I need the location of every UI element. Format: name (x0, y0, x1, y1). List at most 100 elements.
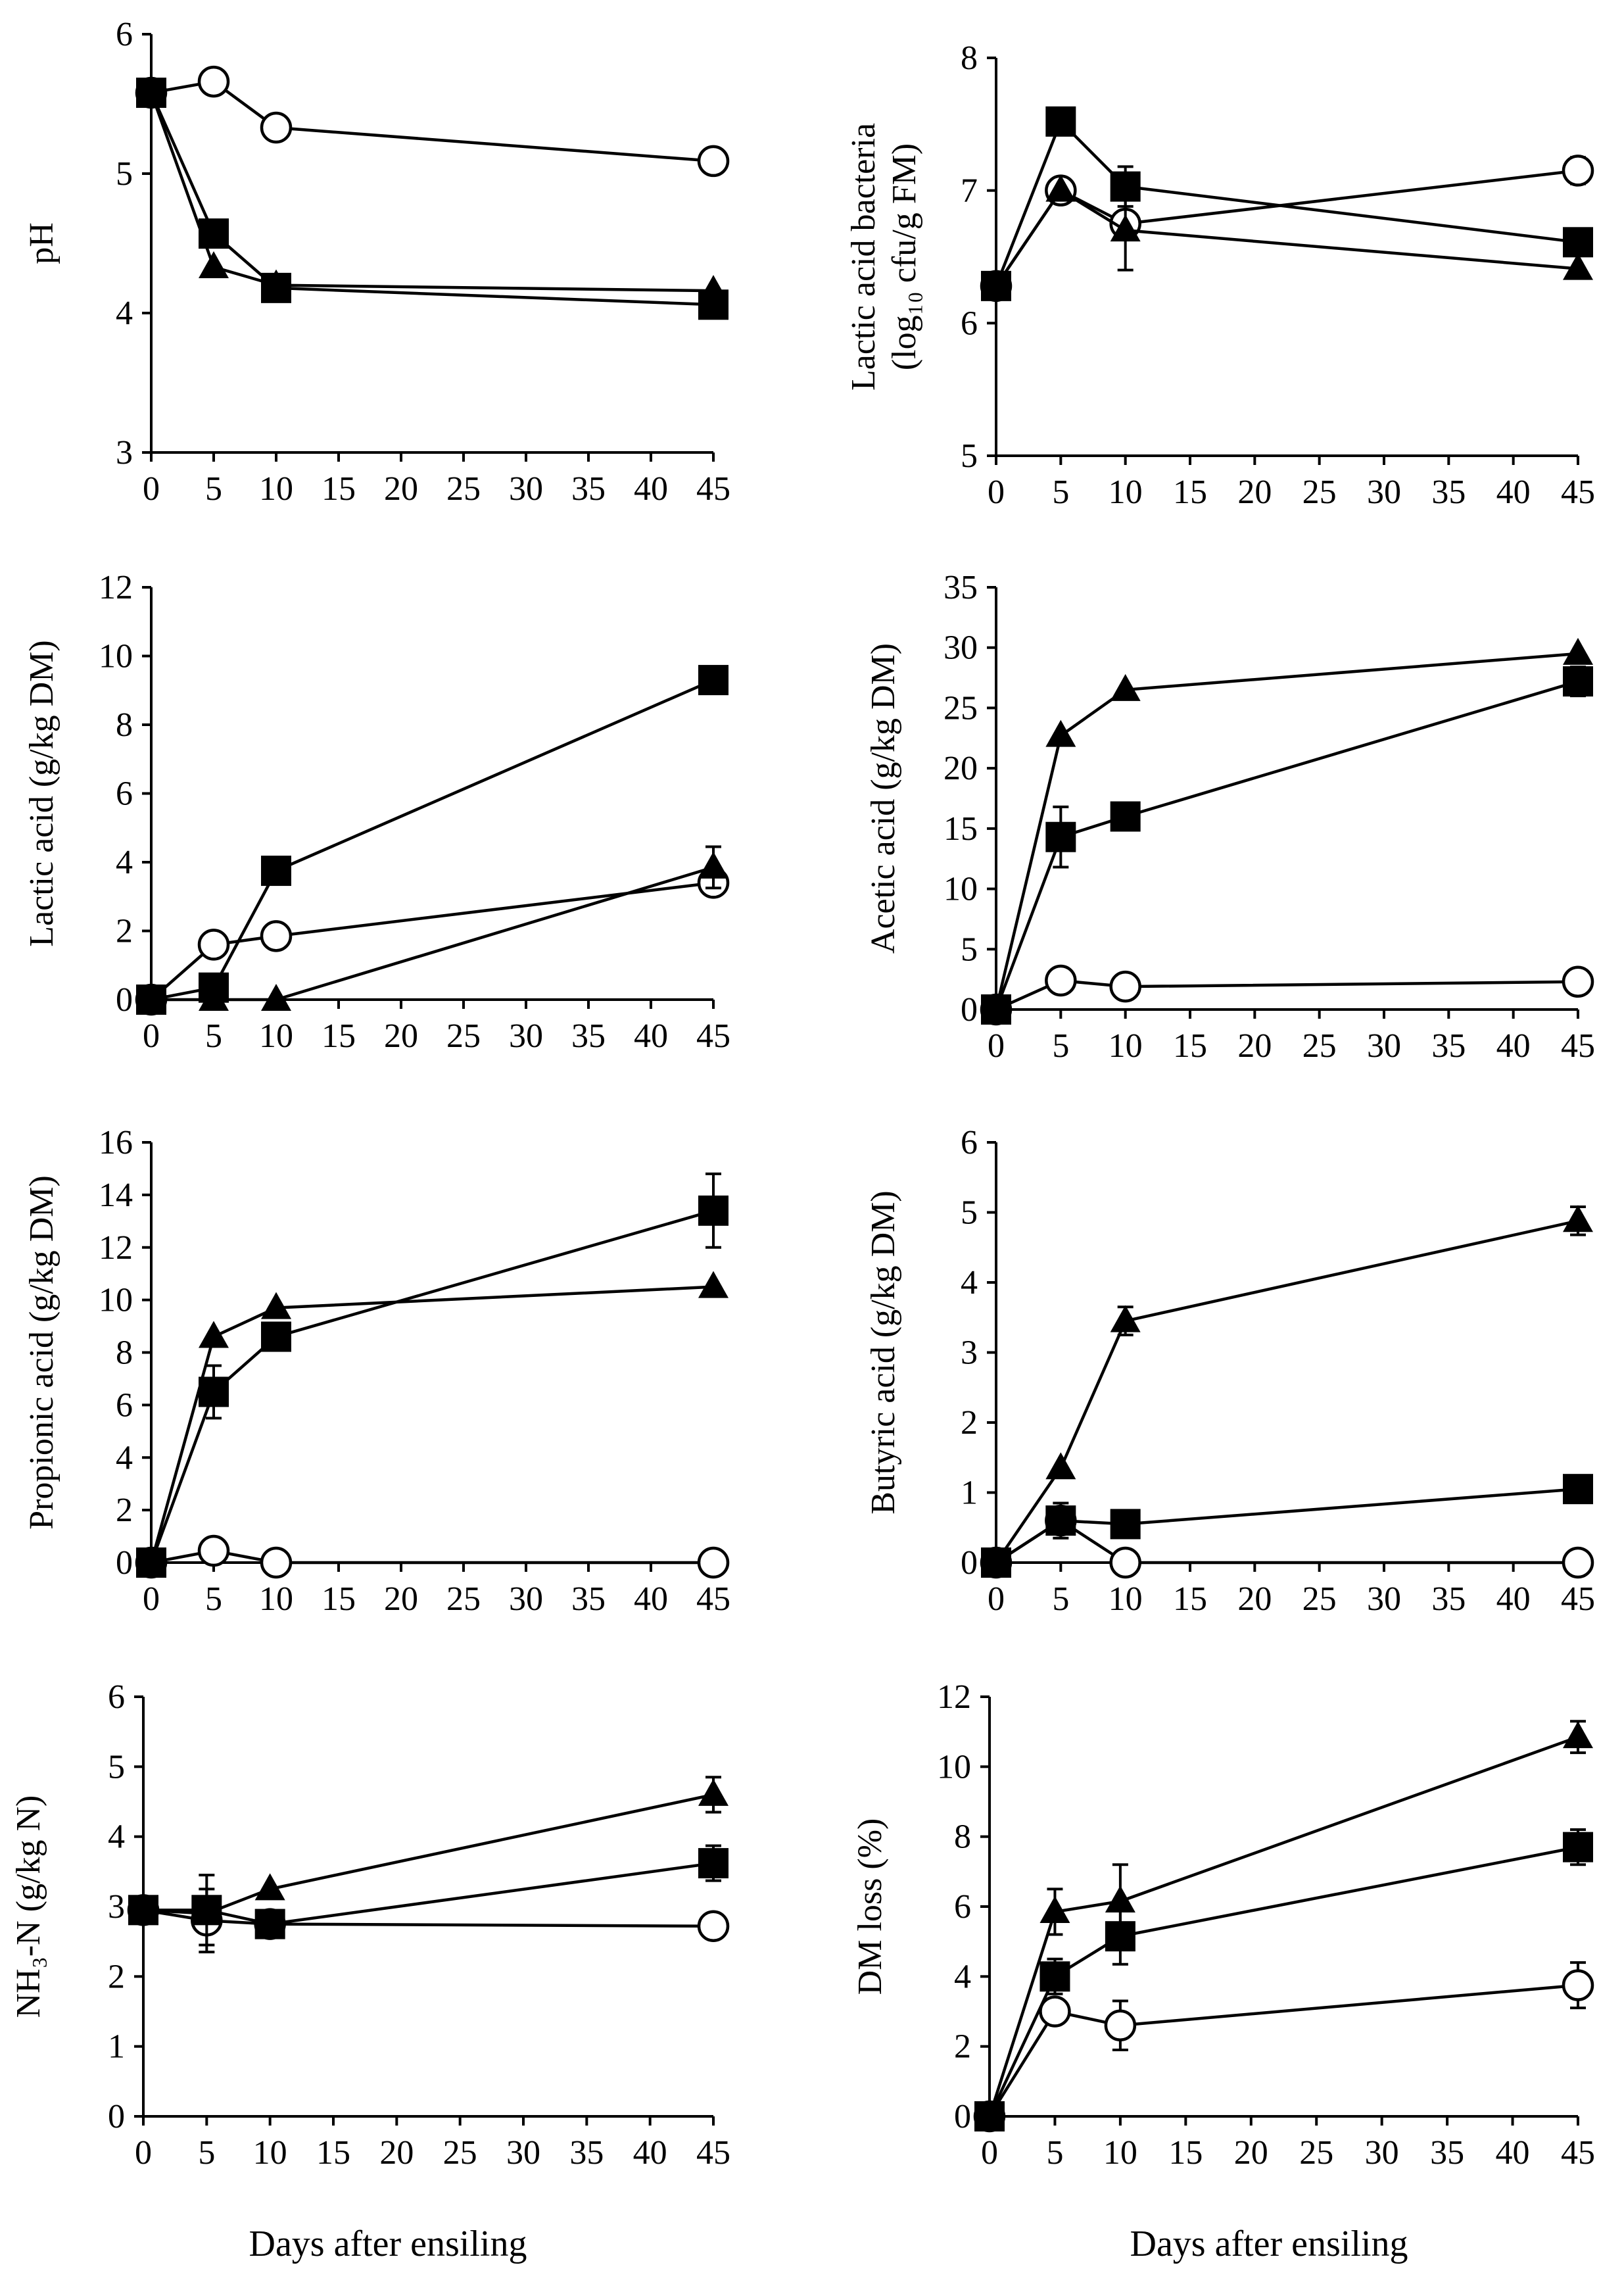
x-axis-title-left: Days after ensiling (249, 2224, 527, 2264)
data-point-square (1563, 666, 1593, 697)
data-point-circle (697, 145, 730, 178)
data-point-square (981, 1547, 1011, 1578)
x-tick-label: 25 (1302, 1580, 1337, 1618)
series-square (981, 666, 1593, 1025)
series-line (995, 1487, 1579, 1564)
x-tick-label: 45 (696, 2134, 730, 2172)
data-point-circle (697, 1910, 730, 1943)
x-tick-label: 30 (509, 1017, 543, 1055)
y-tick-label: 3 (116, 434, 133, 472)
y-tick-label: 3 (961, 1334, 978, 1372)
x-tick-label: 25 (446, 1017, 481, 1055)
y-tick-label: 10 (99, 638, 133, 675)
x-tick-label: 20 (1234, 2134, 1268, 2172)
x-tick-label: 45 (1561, 1580, 1595, 1618)
x-tick-label: 25 (1302, 474, 1337, 511)
series-square (981, 1474, 1593, 1578)
data-point-square (261, 856, 291, 887)
series-line (143, 1909, 714, 1928)
x-tick-label: 25 (446, 470, 481, 508)
data-point-square (261, 1321, 291, 1352)
y-tick-label: 4 (116, 1439, 133, 1476)
x-tick-label: 25 (1302, 1027, 1337, 1065)
y-tick-label: 2 (961, 1404, 978, 1442)
series-line (149, 1285, 714, 1563)
x-tick-label: 25 (1299, 2134, 1333, 2172)
data-point-square (1110, 171, 1141, 202)
data-point-circle (260, 111, 293, 144)
x-tick-label: 15 (1173, 1027, 1207, 1065)
data-point-circle (260, 920, 293, 952)
data-point-square (698, 1195, 728, 1226)
data-point-square (199, 1376, 229, 1407)
x-tick-label: 30 (506, 2134, 540, 2172)
x-tick-label: 30 (1367, 1580, 1401, 1618)
x-tick-label: 0 (143, 470, 160, 508)
y-tick-label: 12 (99, 569, 133, 606)
x-tick-label: 25 (446, 1580, 481, 1618)
x-tick-label: 5 (1052, 474, 1069, 511)
data-point-triangle (1045, 719, 1076, 747)
x-tick-label: 35 (569, 2134, 604, 2172)
data-point-square (1105, 1921, 1135, 1952)
x-tick-label: 0 (143, 1017, 160, 1055)
x-tick-label: 10 (259, 1017, 293, 1055)
x-tick-label: 15 (322, 1017, 356, 1055)
series-circle-open (980, 964, 1594, 1026)
x-tick-label: 35 (571, 470, 606, 508)
y-tick-label: 10 (99, 1282, 133, 1319)
y-tick-label: 8 (954, 1818, 971, 1856)
x-tick-label: 15 (1168, 2134, 1203, 2172)
data-point-square (261, 272, 291, 303)
y-tick-label: 6 (108, 1678, 125, 1716)
y-tick-label: 4 (116, 295, 133, 332)
data-point-square (1039, 1961, 1070, 1992)
series-square (136, 78, 728, 320)
data-point-triangle (698, 1778, 728, 1806)
y-tick-label: 16 (99, 1124, 133, 1161)
data-point-square (254, 1909, 285, 1939)
y-tick-label: 5 (116, 155, 133, 193)
y-tick-label: 7 (961, 172, 978, 210)
x-tick-label: 45 (1561, 2134, 1595, 2172)
y-tick-label: 0 (954, 2098, 971, 2135)
data-point-square (981, 994, 1011, 1025)
y-tick-label: 1 (108, 2028, 125, 2066)
y-tick-label: 10 (937, 1748, 971, 1786)
series-line (994, 652, 1579, 1010)
data-point-circle (1045, 964, 1077, 997)
y-tick-label: 6 (116, 16, 133, 53)
data-point-square (136, 78, 166, 109)
data-point-circle (697, 1546, 730, 1579)
series-triangle (136, 1271, 728, 1574)
data-point-square (1110, 1509, 1141, 1540)
x-tick-label: 5 (198, 2134, 215, 2172)
y-tick-label: 0 (961, 991, 978, 1029)
x-tick-label: 0 (981, 2134, 998, 2172)
x-tick-label: 10 (1103, 2134, 1137, 2172)
x-tick-label: 20 (1237, 1580, 1272, 1618)
x-tick-label: 20 (1237, 474, 1272, 511)
y-axis-title-line2: (log₁₀ cfu/g FM) (886, 143, 923, 370)
data-point-square (136, 1547, 166, 1578)
x-tick-label: 5 (205, 1017, 222, 1055)
x-tick-label: 45 (1561, 474, 1595, 511)
data-point-triangle (1563, 637, 1593, 665)
series-line (149, 92, 714, 293)
x-tick-label: 40 (1496, 1027, 1531, 1065)
data-point-triangle (1563, 253, 1593, 280)
x-tick-label: 30 (1367, 1027, 1401, 1065)
data-point-triangle (199, 251, 229, 279)
y-tick-label: 25 (943, 689, 978, 727)
x-tick-label: 30 (509, 470, 543, 508)
data-point-square (1045, 1505, 1076, 1536)
x-tick-label: 5 (205, 1580, 222, 1618)
x-tick-label: 35 (1430, 2134, 1464, 2172)
data-point-square (136, 985, 166, 1015)
x-tick-label: 0 (135, 2134, 152, 2172)
x-tick-label: 20 (384, 470, 418, 508)
x-tick-label: 25 (443, 2134, 477, 2172)
y-axis-title: DM loss (%) (851, 1818, 889, 1995)
